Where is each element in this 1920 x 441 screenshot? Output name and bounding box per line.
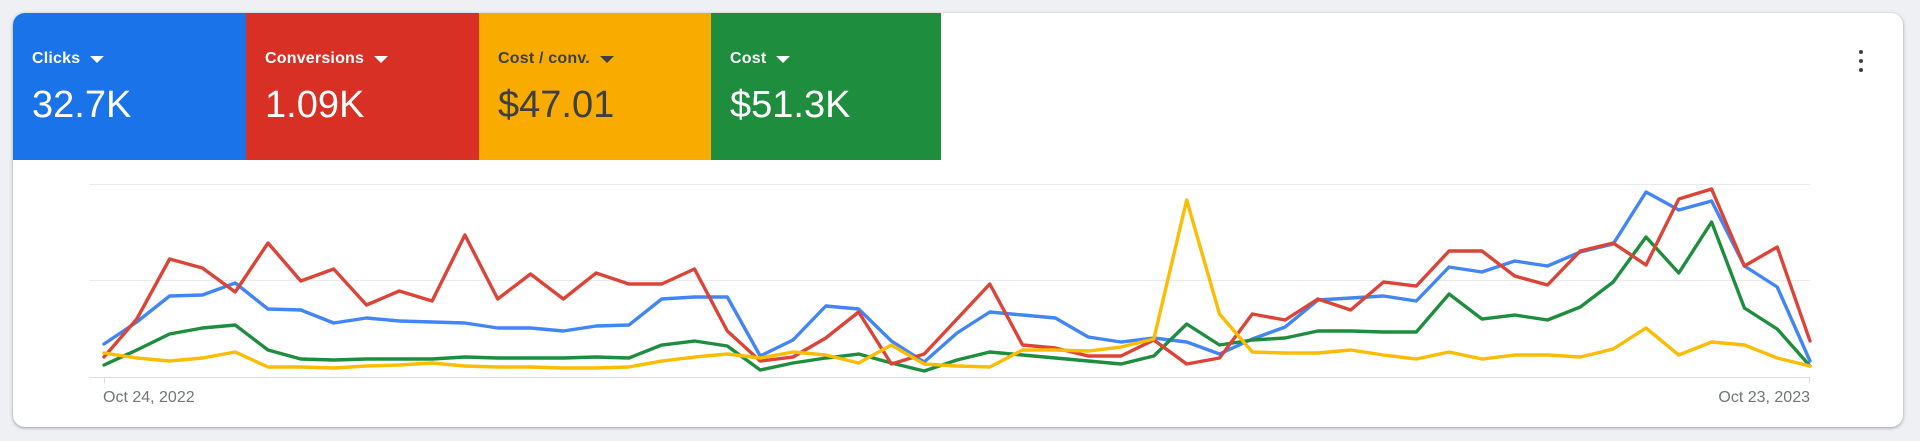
svg-text:Oct 24, 2022: Oct 24, 2022 [103, 389, 195, 406]
svg-text:Oct 23, 2023: Oct 23, 2023 [1718, 389, 1810, 406]
